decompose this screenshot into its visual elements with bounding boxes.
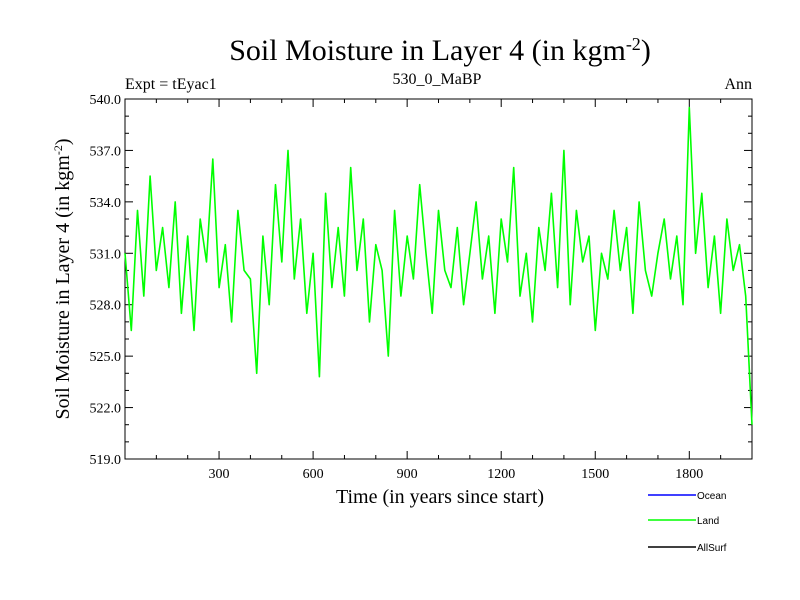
y-axis-ticks: 519.0 522.0 525.0 528.0 531.0 534.0 537.0 540.0 xyxy=(90,93,752,468)
x-axis-label: Time (in years since start) xyxy=(336,486,544,508)
legend-land-label: Land xyxy=(697,516,719,527)
y-tick-label: 531.0 xyxy=(90,247,122,262)
x-tick-label: 300 xyxy=(209,467,230,482)
x-tick-label: 1200 xyxy=(487,467,515,482)
subtitle-right: Ann xyxy=(724,76,752,93)
y-tick-label: 522.0 xyxy=(90,402,122,417)
y-tick-label: 537.0 xyxy=(90,144,122,159)
subtitle-center: 530_0_MaBP xyxy=(393,71,482,88)
y-tick-label: 540.0 xyxy=(90,93,122,108)
y-tick-label: 519.0 xyxy=(90,453,122,468)
chart-title: Soil Moisture in Layer 4 (in kgm-2) xyxy=(229,34,651,67)
x-axis-ticks: 300 600 900 1200 1500 1800 xyxy=(155,99,722,482)
y-axis-label: Soil Moisture in Layer 4 (in kgm-2) xyxy=(51,138,74,419)
y-tick-label: 525.0 xyxy=(90,350,122,365)
subtitle-left: Expt = tEyac1 xyxy=(125,76,217,93)
y-tick-label: 534.0 xyxy=(90,196,122,211)
series-group xyxy=(124,106,753,425)
y-tick-label: 528.0 xyxy=(90,299,122,314)
x-tick-label: 900 xyxy=(397,467,418,482)
x-tick-label: 600 xyxy=(303,467,324,482)
series-line-land xyxy=(124,106,753,425)
legend-ocean-label: Ocean xyxy=(697,491,726,502)
legend-allsurf-label: AllSurf xyxy=(697,543,727,554)
legend: Ocean Land AllSurf xyxy=(648,491,727,554)
x-tick-label: 1800 xyxy=(675,467,703,482)
x-tick-label: 1500 xyxy=(581,467,609,482)
